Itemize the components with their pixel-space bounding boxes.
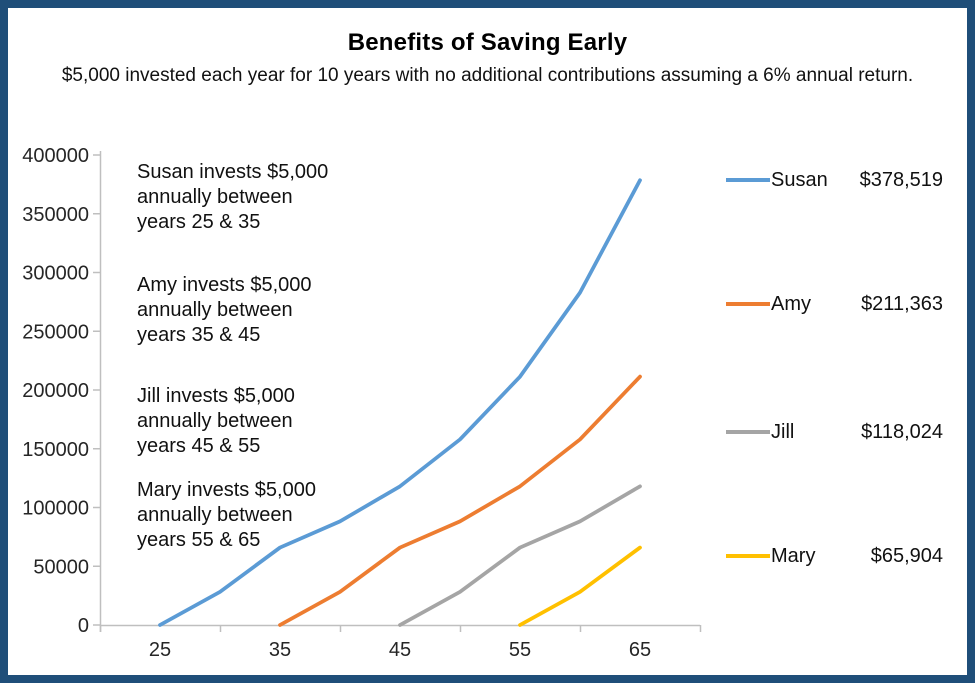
annotation-line: annually between	[137, 504, 293, 526]
annotation-amy: Amy invests $5,000 annually between year…	[137, 273, 312, 348]
legend-value: $65,904	[870, 544, 943, 567]
y-tick-label: 100000	[22, 498, 89, 520]
annotation-jill: Jill invests $5,000 annually between yea…	[137, 384, 295, 459]
legend-value: $211,363	[861, 292, 943, 315]
chart-background	[8, 8, 967, 675]
x-tick-label: 55	[509, 639, 531, 661]
mary-line-swatch	[726, 554, 770, 558]
legend-item-jill: Jill $118,024	[726, 419, 943, 445]
annotation-line: Amy invests $5,000	[137, 274, 312, 296]
annotation-line: years 35 & 45	[137, 324, 261, 346]
annotation-susan: Susan invests $5,000 annually between ye…	[137, 160, 328, 235]
susan-line-swatch	[726, 178, 770, 182]
series-line-mary	[518, 545, 642, 627]
annotation-line: years 25 & 35	[137, 211, 261, 233]
y-tick-label: 200000	[22, 380, 89, 402]
legend-name: Susan	[771, 168, 828, 191]
annotation-line: Susan invests $5,000	[137, 161, 329, 183]
annotation-line: annually between	[137, 410, 293, 432]
annotation-line: years 55 & 65	[137, 529, 261, 551]
jill-line-swatch	[726, 430, 770, 434]
legend-name: Jill	[771, 420, 795, 443]
legend-item-susan: Susan $378,519	[726, 167, 943, 193]
legend-name: Mary	[771, 544, 816, 567]
annotation-line: years 45 & 55	[137, 435, 261, 457]
annotation-line: Mary invests $5,000	[137, 479, 316, 501]
annotation-mary: Mary invests $5,000 annually between yea…	[137, 478, 316, 553]
annotation-line: Jill invests $5,000	[137, 385, 295, 407]
y-tick-label: 250000	[22, 321, 89, 343]
annotation-line: annually between	[137, 299, 293, 321]
x-tick-label: 25	[149, 639, 171, 661]
x-tick-label: 45	[389, 639, 411, 661]
series-line-susan	[158, 178, 642, 627]
y-tick-label: 350000	[22, 204, 89, 226]
chart-subtitle: $5,000 invested each year for 10 years w…	[61, 65, 914, 86]
x-tick-label: 35	[269, 639, 291, 661]
x-tick-label: 65	[629, 639, 651, 661]
amy-line-swatch	[726, 302, 770, 306]
series-line-amy	[278, 374, 642, 627]
chart-title: Benefits of Saving Early	[347, 29, 628, 56]
y-tick-label: 0	[78, 615, 89, 637]
series-line-jill	[398, 484, 642, 627]
legend-item-mary: Mary $65,904	[726, 543, 943, 569]
annotation-line: annually between	[137, 186, 293, 208]
legend-item-amy: Amy $211,363	[726, 291, 943, 317]
y-tick-label: 150000	[22, 439, 89, 461]
legend-name: Amy	[771, 292, 811, 315]
y-tick-label: 50000	[33, 556, 89, 578]
legend-value: $118,024	[861, 420, 943, 443]
y-tick-label: 400000	[22, 145, 89, 167]
y-tick-label: 300000	[22, 263, 89, 285]
legend-value: $378,519	[859, 168, 943, 191]
